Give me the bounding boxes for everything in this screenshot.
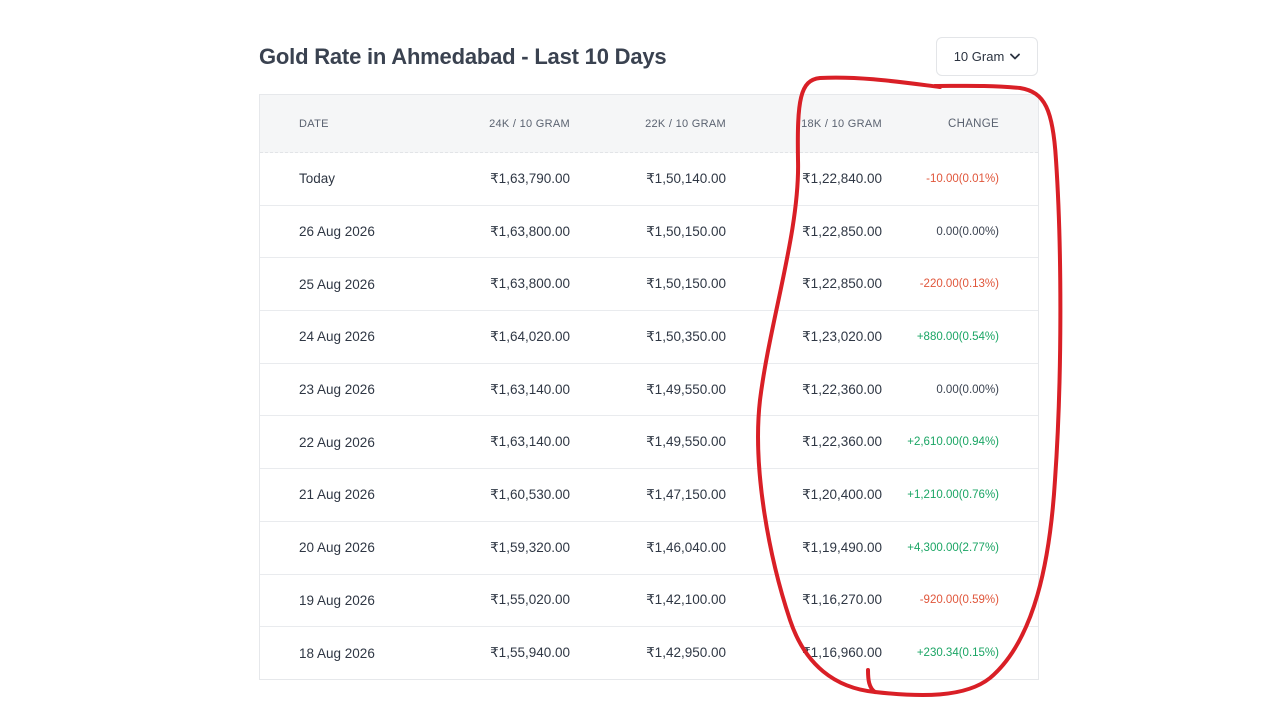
table-header: DATE 24K / 10 GRAM 22K / 10 GRAM 18K / 1… [260, 95, 1038, 153]
row-date: 18 Aug 2026 [299, 645, 375, 661]
table-row: 18 Aug 2026 ₹1,55,940.00 ₹1,42,950.00 ₹1,16… [260, 627, 1038, 679]
table-row: 22 Aug 2026 ₹1,63,140.00 ₹1,49,550.00 ₹1,22… [260, 416, 1038, 470]
row-rate-22k: ₹1,50,350.00 [646, 328, 726, 344]
row-change: +4,300.00(2.77%) [907, 541, 999, 554]
row-rate-24k: ₹1,64,020.00 [490, 328, 570, 344]
row-change: -220.00(0.13%) [919, 278, 999, 291]
row-rate-18k: ₹1,22,850.00 [802, 276, 882, 292]
table-row: 21 Aug 2026 ₹1,60,530.00 ₹1,47,150.00 ₹1,20… [260, 469, 1038, 522]
table-row: 25 Aug 2026 ₹1,63,800.00 ₹1,50,150.00 ₹1,22… [260, 258, 1038, 312]
row-rate-22k: ₹1,42,100.00 [646, 592, 726, 608]
column-header-18k: 18K / 10 GRAM [801, 117, 882, 130]
table-row: 24 Aug 2026 ₹1,64,020.00 ₹1,50,350.00 ₹1,23… [260, 311, 1038, 364]
row-rate-22k: ₹1,46,040.00 [646, 539, 726, 555]
row-rate-22k: ₹1,47,150.00 [646, 486, 726, 502]
row-rate-24k: ₹1,59,320.00 [490, 539, 570, 555]
row-change: +880.00(0.54%) [916, 330, 999, 343]
row-date: 19 Aug 2026 [299, 592, 375, 608]
column-header-22k: 22K / 10 GRAM [645, 117, 726, 130]
row-change: +1,210.00(0.76%) [907, 488, 999, 501]
row-rate-22k: ₹1,50,150.00 [646, 223, 726, 239]
page-title: Gold Rate in Ahmedabad - Last 10 Days [259, 44, 667, 69]
row-change: -920.00(0.59%) [919, 594, 999, 607]
row-date: 25 Aug 2026 [299, 276, 375, 292]
row-date: 26 Aug 2026 [299, 224, 375, 240]
column-header-change: CHANGE [947, 117, 999, 130]
row-rate-24k: ₹1,63,140.00 [490, 434, 570, 450]
row-rate-18k: ₹1,22,360.00 [802, 434, 882, 450]
row-rate-22k: ₹1,50,150.00 [646, 276, 726, 292]
row-change: 0.00(0.00%) [936, 225, 999, 238]
row-rate-18k: ₹1,22,840.00 [802, 170, 882, 186]
row-rate-24k: ₹1,63,800.00 [490, 276, 570, 292]
row-rate-24k: ₹1,55,020.00 [490, 592, 570, 608]
row-rate-18k: ₹1,23,020.00 [802, 328, 882, 344]
table-row: 20 Aug 2026 ₹1,59,320.00 ₹1,46,040.00 ₹1,19… [260, 522, 1038, 575]
table-row: 26 Aug 2026 ₹1,63,800.00 ₹1,50,150.00 ₹1,22… [260, 206, 1038, 259]
row-rate-18k: ₹1,22,360.00 [802, 381, 882, 397]
table-row: 23 Aug 2026 ₹1,63,140.00 ₹1,49,550.00 ₹1,22… [260, 364, 1038, 417]
row-rate-22k: ₹1,49,550.00 [646, 381, 726, 397]
gold-rate-table: DATE 24K / 10 GRAM 22K / 10 GRAM 18K / 1… [259, 94, 1039, 680]
row-date: 22 Aug 2026 [299, 434, 375, 450]
row-rate-24k: ₹1,63,800.00 [490, 223, 570, 239]
chevron-down-icon [1010, 53, 1021, 60]
table-row: Today ₹1,63,790.00 ₹1,50,140.00 ₹1,22,840.0… [260, 153, 1038, 206]
row-rate-24k: ₹1,63,140.00 [490, 381, 570, 397]
unit-dropdown-value: 10 Gram [953, 49, 1005, 64]
row-date: 23 Aug 2026 [299, 382, 375, 398]
row-rate-24k: ₹1,60,530.00 [490, 486, 570, 502]
row-rate-22k: ₹1,50,140.00 [646, 170, 726, 186]
row-rate-22k: ₹1,49,550.00 [646, 434, 726, 450]
row-rate-18k: ₹1,22,850.00 [802, 223, 882, 239]
row-change: -10.00(0.01%) [926, 172, 999, 185]
row-rate-24k: ₹1,55,940.00 [490, 645, 570, 661]
row-date: Today [299, 171, 336, 187]
row-rate-18k: ₹1,19,490.00 [802, 539, 882, 555]
row-date: 20 Aug 2026 [299, 540, 375, 556]
unit-dropdown[interactable]: 10 Gram [936, 37, 1038, 76]
row-rate-18k: ₹1,16,960.00 [802, 645, 882, 661]
row-rate-18k: ₹1,20,400.00 [802, 486, 882, 502]
row-rate-18k: ₹1,16,270.00 [802, 592, 882, 608]
row-rate-24k: ₹1,63,790.00 [490, 170, 570, 186]
column-header-24k: 24K / 10 GRAM [489, 117, 570, 130]
row-date: 21 Aug 2026 [299, 487, 375, 503]
row-change: 0.00(0.00%) [936, 383, 999, 396]
column-header-date: DATE [299, 117, 329, 130]
row-rate-22k: ₹1,42,950.00 [646, 645, 726, 661]
row-date: 24 Aug 2026 [299, 329, 375, 345]
row-change: +230.34(0.15%) [916, 647, 999, 660]
table-row: 19 Aug 2026 ₹1,55,020.00 ₹1,42,100.00 ₹1,16… [260, 575, 1038, 628]
row-change: +2,610.00(0.94%) [907, 436, 999, 449]
table-body: Today ₹1,63,790.00 ₹1,50,140.00 ₹1,22,840.0… [260, 153, 1038, 679]
